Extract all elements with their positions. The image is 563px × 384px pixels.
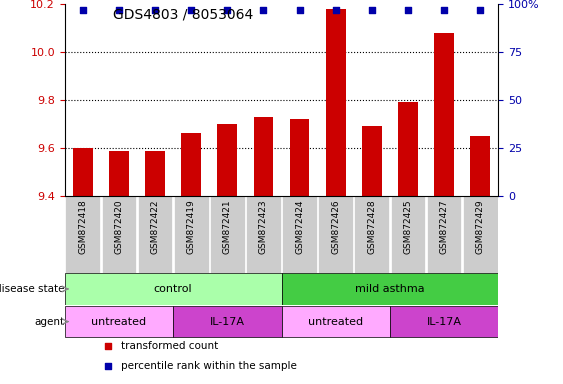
Text: GSM872427: GSM872427: [440, 200, 449, 254]
Text: mild asthma: mild asthma: [355, 284, 425, 294]
Bar: [282, 196, 317, 273]
Bar: [173, 306, 282, 337]
Bar: [138, 196, 172, 273]
Bar: [65, 306, 173, 337]
Text: GSM872424: GSM872424: [295, 200, 304, 254]
Bar: [109, 151, 129, 196]
Text: GSM872428: GSM872428: [367, 200, 376, 254]
Point: [440, 7, 449, 13]
Text: control: control: [154, 284, 193, 294]
Text: GSM872423: GSM872423: [259, 200, 268, 254]
Bar: [434, 33, 454, 196]
Point: [223, 7, 232, 13]
Bar: [253, 117, 274, 196]
Point: [476, 7, 485, 13]
Bar: [362, 126, 382, 196]
Bar: [145, 151, 165, 196]
Text: untreated: untreated: [308, 316, 363, 327]
Bar: [246, 196, 281, 273]
Bar: [390, 306, 498, 337]
Point: [104, 363, 113, 369]
Bar: [391, 196, 425, 273]
Point: [367, 7, 376, 13]
Bar: [463, 196, 498, 273]
Bar: [318, 196, 353, 273]
Text: GSM872418: GSM872418: [78, 200, 87, 255]
Bar: [470, 136, 490, 196]
Bar: [326, 9, 346, 196]
Text: GSM872426: GSM872426: [331, 200, 340, 254]
Bar: [65, 196, 100, 273]
Text: GSM872420: GSM872420: [114, 200, 123, 254]
Text: GSM872422: GSM872422: [150, 200, 159, 254]
Bar: [101, 196, 136, 273]
Bar: [355, 196, 389, 273]
Point: [295, 7, 304, 13]
Text: GDS4803 / 8053064: GDS4803 / 8053064: [113, 7, 253, 21]
Text: GSM872419: GSM872419: [187, 200, 196, 255]
Point: [150, 7, 159, 13]
Bar: [174, 196, 208, 273]
Text: IL-17A: IL-17A: [210, 316, 245, 327]
Text: IL-17A: IL-17A: [427, 316, 462, 327]
Bar: [282, 306, 390, 337]
Bar: [282, 273, 498, 305]
Text: disease state: disease state: [0, 284, 64, 294]
Bar: [217, 124, 237, 196]
Bar: [427, 196, 462, 273]
Text: percentile rank within the sample: percentile rank within the sample: [121, 361, 297, 371]
Point: [259, 7, 268, 13]
Bar: [289, 119, 310, 196]
Bar: [181, 134, 201, 196]
Text: untreated: untreated: [91, 316, 146, 327]
Point: [187, 7, 196, 13]
Text: agent: agent: [34, 316, 64, 327]
Point: [404, 7, 413, 13]
Bar: [210, 196, 245, 273]
Text: transformed count: transformed count: [121, 341, 218, 351]
Point: [331, 7, 340, 13]
Bar: [65, 273, 282, 305]
Point: [78, 7, 87, 13]
Text: GSM872425: GSM872425: [404, 200, 413, 254]
Text: GSM872429: GSM872429: [476, 200, 485, 254]
Point: [114, 7, 123, 13]
Bar: [73, 148, 93, 196]
Point: [104, 343, 113, 349]
Bar: [398, 102, 418, 196]
Text: GSM872421: GSM872421: [223, 200, 232, 254]
